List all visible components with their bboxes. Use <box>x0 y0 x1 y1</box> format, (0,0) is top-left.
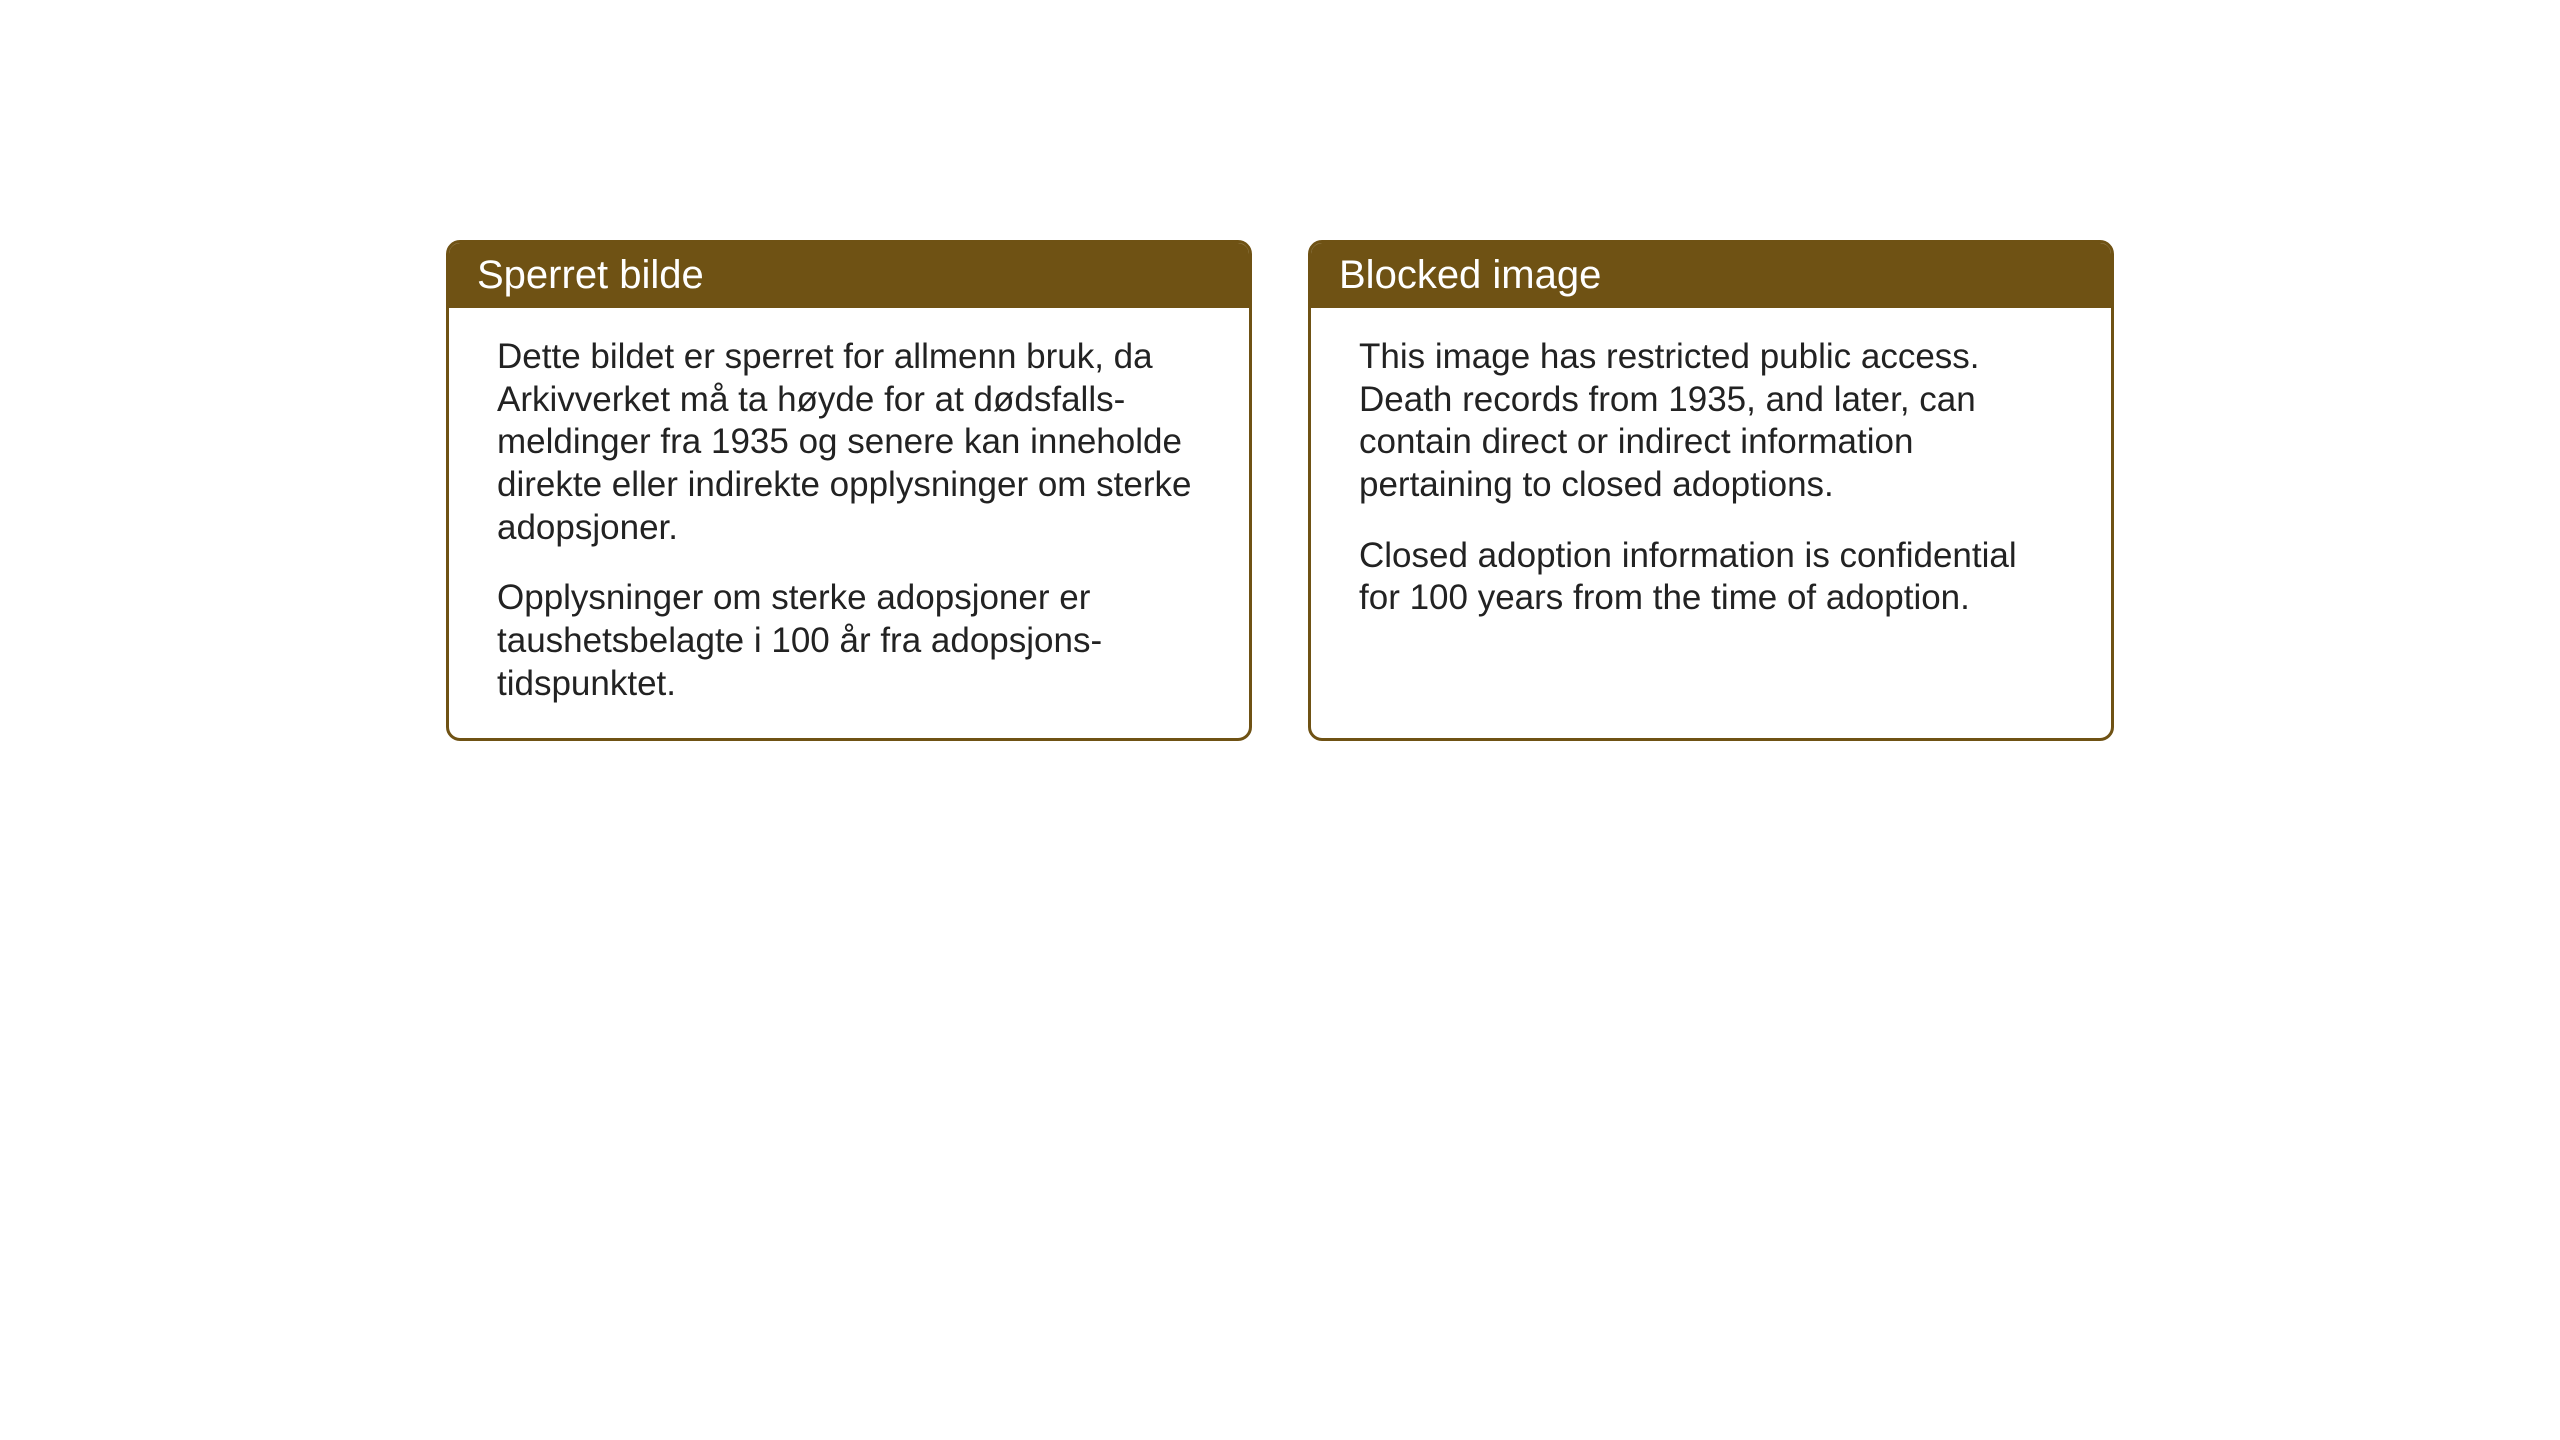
card-title-norwegian: Sperret bilde <box>477 253 704 297</box>
notice-card-english: Blocked image This image has restricted … <box>1308 240 2114 741</box>
card-header-english: Blocked image <box>1311 243 2111 308</box>
notice-card-norwegian: Sperret bilde Dette bildet er sperret fo… <box>446 240 1252 741</box>
paragraph-1-english: This image has restricted public access.… <box>1359 336 2063 507</box>
paragraph-1-norwegian: Dette bildet er sperret for allmenn bruk… <box>497 336 1201 549</box>
card-header-norwegian: Sperret bilde <box>449 243 1249 308</box>
notice-container: Sperret bilde Dette bildet er sperret fo… <box>446 240 2114 741</box>
card-body-norwegian: Dette bildet er sperret for allmenn bruk… <box>449 308 1249 738</box>
card-title-english: Blocked image <box>1339 253 1601 297</box>
card-body-english: This image has restricted public access.… <box>1311 308 2111 710</box>
paragraph-2-norwegian: Opplysninger om sterke adopsjoner er tau… <box>497 577 1201 705</box>
paragraph-2-english: Closed adoption information is confident… <box>1359 535 2063 620</box>
